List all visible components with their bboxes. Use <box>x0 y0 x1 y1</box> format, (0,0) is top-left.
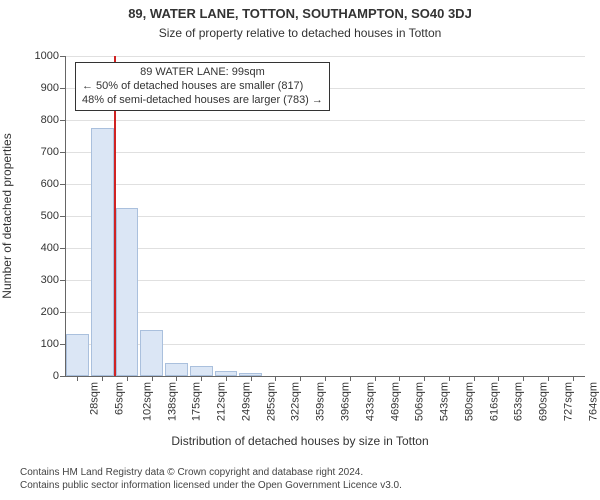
y-axis-line <box>65 56 66 376</box>
x-tick-label: 616sqm <box>486 382 500 421</box>
x-tick-label: 727sqm <box>560 382 574 421</box>
x-tick-label: 322sqm <box>288 382 302 421</box>
y-tick-label: 0 <box>53 370 65 382</box>
histogram-bar <box>165 363 188 376</box>
x-tick-label: 764sqm <box>585 382 599 421</box>
x-tick-label: 212sqm <box>214 382 228 421</box>
y-tick-label: 500 <box>41 210 65 222</box>
x-tick-label: 543sqm <box>437 382 451 421</box>
y-axis-label: Number of detached properties <box>0 133 14 298</box>
x-tick-label: 65sqm <box>112 382 126 415</box>
y-tick-label: 400 <box>41 242 65 254</box>
y-tick-label: 600 <box>41 178 65 190</box>
x-tick-label: 433sqm <box>362 382 376 421</box>
annotation-line: 89 WATER LANE: 99sqm <box>82 66 323 80</box>
x-tick-label: 506sqm <box>412 382 426 421</box>
x-tick-label: 359sqm <box>313 382 327 421</box>
histogram-bar <box>190 366 213 376</box>
x-tick-label: 580sqm <box>461 382 475 421</box>
annotation-line: 48% of semi-detached houses are larger (… <box>82 94 323 108</box>
y-tick-label: 1000 <box>35 50 65 62</box>
grid-line <box>65 56 585 57</box>
x-tick-label: 138sqm <box>164 382 178 421</box>
x-tick-label: 249sqm <box>239 382 253 421</box>
histogram-bar <box>116 208 139 376</box>
plot-area: 0100200300400500600700800900100028sqm65s… <box>65 56 585 376</box>
y-tick-label: 300 <box>41 274 65 286</box>
x-axis-line <box>65 376 585 377</box>
x-tick-label: 102sqm <box>139 382 153 421</box>
grid-line <box>65 152 585 153</box>
x-tick-label: 690sqm <box>536 382 550 421</box>
chart-title: 89, WATER LANE, TOTTON, SOUTHAMPTON, SO4… <box>0 6 600 21</box>
x-tick-label: 653sqm <box>511 382 525 421</box>
y-tick-label: 800 <box>41 114 65 126</box>
x-tick-label: 396sqm <box>338 382 352 421</box>
x-tick-label: 469sqm <box>387 382 401 421</box>
y-tick-label: 900 <box>41 82 65 94</box>
chart-subtitle: Size of property relative to detached ho… <box>0 26 600 40</box>
y-tick-label: 200 <box>41 306 65 318</box>
x-axis-label: Distribution of detached houses by size … <box>0 434 600 448</box>
histogram-bar <box>66 334 89 376</box>
y-tick-label: 700 <box>41 146 65 158</box>
histogram-bar <box>91 128 114 376</box>
x-tick-label: 28sqm <box>87 382 101 415</box>
grid-line <box>65 120 585 121</box>
grid-line <box>65 216 585 217</box>
annotation-line: ← 50% of detached houses are smaller (81… <box>82 80 323 94</box>
x-tick-label: 285sqm <box>263 382 277 421</box>
attribution-text: Contains HM Land Registry data © Crown c… <box>0 466 600 492</box>
grid-line <box>65 280 585 281</box>
chart-container: { "chart": { "type": "histogram", "title… <box>0 0 600 500</box>
y-tick-label: 100 <box>41 338 65 350</box>
grid-line <box>65 184 585 185</box>
histogram-bar <box>140 330 163 376</box>
grid-line <box>65 312 585 313</box>
attribution-line-1: Contains HM Land Registry data © Crown c… <box>20 466 580 479</box>
annotation-box: 89 WATER LANE: 99sqm← 50% of detached ho… <box>75 62 330 111</box>
attribution-line-2: Contains public sector information licen… <box>20 479 580 492</box>
x-tick-label: 175sqm <box>189 382 203 421</box>
grid-line <box>65 248 585 249</box>
